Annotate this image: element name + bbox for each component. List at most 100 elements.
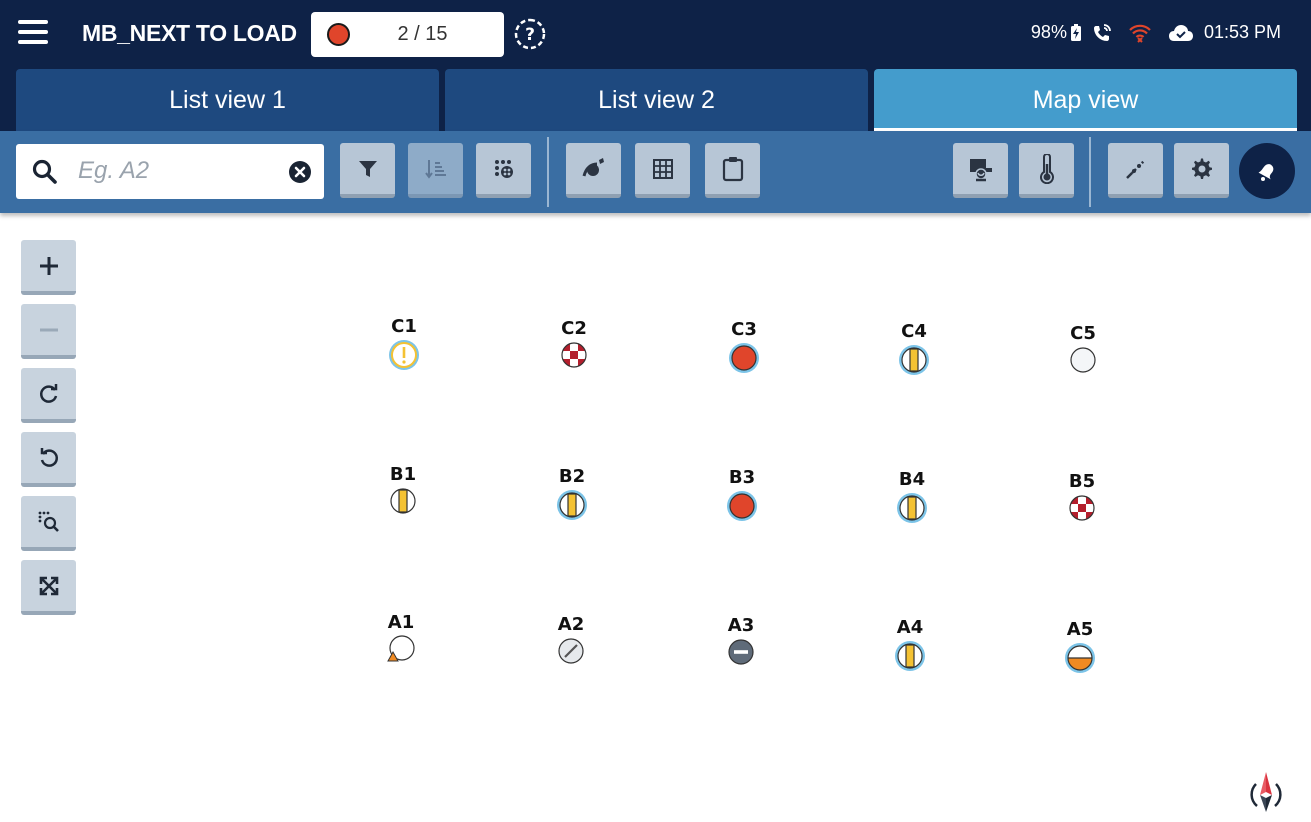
hose-icon [582, 157, 604, 176]
cell-label: B3 [728, 467, 756, 488]
minus-marker-icon [728, 639, 754, 665]
map-cell-b4[interactable]: B4 [872, 469, 952, 525]
expand-icon [39, 576, 58, 595]
rotate-counterclockwise-button[interactable] [21, 432, 76, 487]
grid-icon [652, 158, 673, 179]
map-cell-c5[interactable]: C5 [1043, 323, 1123, 375]
phone-wifi-call-icon [1093, 23, 1111, 41]
cell-label: C3 [731, 319, 757, 340]
connect-icon [1125, 159, 1145, 179]
map-cell-c1[interactable]: C1 [364, 316, 444, 372]
rotate-clockwise-button[interactable] [21, 368, 76, 423]
status-dot-icon [327, 23, 350, 46]
search-box [16, 144, 324, 199]
zoom-in-button[interactable] [21, 240, 76, 295]
cell-label: A5 [1066, 619, 1094, 640]
clear-search-icon[interactable] [288, 160, 312, 184]
yellow-bar-marker-icon [390, 488, 416, 514]
red-filled-marker-icon [729, 343, 759, 373]
map-cell-b5[interactable]: B5 [1042, 471, 1122, 523]
map-cell-a5[interactable]: A5 [1040, 619, 1120, 675]
truck-driver-button[interactable] [953, 143, 1008, 198]
slashed-marker-icon [558, 638, 584, 664]
grid-button[interactable] [635, 143, 690, 198]
cell-label: C1 [391, 316, 417, 337]
cloud-sync-icon [1168, 24, 1193, 41]
settings-button[interactable] [1174, 143, 1229, 198]
toolbar-divider [547, 137, 549, 207]
yellow-bar-marker-icon [899, 345, 929, 375]
battery-text: 98% [1030, 22, 1067, 42]
minus-icon [39, 328, 58, 331]
triangle-marker-icon [387, 635, 415, 662]
rotate-ccw-icon [40, 447, 58, 467]
cell-label: A4 [896, 617, 924, 638]
alert-bell-button[interactable] [1239, 143, 1295, 199]
app-title: MB_NEXT TO LOAD [82, 20, 297, 46]
map-cell-a3[interactable]: A3 [701, 615, 781, 667]
bell-icon [1258, 164, 1274, 181]
cell-label: A1 [387, 612, 415, 633]
map-cell-b1[interactable]: B1 [363, 464, 443, 516]
help-icon[interactable]: ? [513, 17, 547, 51]
cell-label: B4 [898, 469, 926, 490]
map-cell-a1[interactable]: A1 [361, 612, 441, 666]
zoom-to-selection-button[interactable] [21, 496, 76, 551]
progress-counter[interactable]: 2 / 15 [311, 12, 504, 57]
cell-label: C5 [1070, 323, 1096, 344]
truck-icon [969, 158, 992, 181]
clipboard-button[interactable] [705, 143, 760, 198]
connect-button[interactable] [1108, 143, 1163, 198]
counter-text: 2 / 15 [397, 23, 448, 45]
half-orange-marker-icon [1065, 643, 1095, 673]
sort-button[interactable] [408, 143, 463, 198]
gear-icon [1191, 158, 1212, 179]
cell-label: A2 [557, 614, 585, 635]
cell-label: B1 [389, 464, 417, 485]
tab-map-view[interactable]: Map view [874, 69, 1297, 131]
menu-icon[interactable] [18, 20, 48, 48]
tab-list-view-2[interactable]: List view 2 [445, 69, 868, 131]
search-input[interactable] [78, 154, 278, 188]
battery-charging-icon [1070, 23, 1081, 41]
checkered-marker-icon [1069, 495, 1095, 521]
cell-label: B2 [558, 466, 586, 487]
rotate-cw-icon [39, 383, 57, 403]
map-cell-c3[interactable]: C3 [704, 319, 784, 375]
temperature-button[interactable] [1019, 143, 1074, 198]
hose-button[interactable] [566, 143, 621, 198]
filter-button[interactable] [340, 143, 395, 198]
compass-icon[interactable] [1247, 770, 1285, 814]
svg-text:?: ? [525, 25, 535, 45]
cell-label: C2 [561, 318, 587, 339]
sort-icon [424, 159, 446, 179]
red-filled-marker-icon [727, 491, 757, 521]
map-cell-b2[interactable]: B2 [532, 466, 612, 522]
zoom-out-button[interactable] [21, 304, 76, 359]
yellow-bar-marker-icon [557, 490, 587, 520]
map-cell-a4[interactable]: A4 [870, 617, 950, 673]
map-cell-c4[interactable]: C4 [874, 321, 954, 377]
fit-to-screen-button[interactable] [21, 560, 76, 615]
empty-marker-icon [1070, 347, 1096, 373]
cell-label: B5 [1068, 471, 1096, 492]
toolbar [0, 131, 1311, 213]
header: MB_NEXT TO LOAD 2 / 15 ? 98% [0, 0, 1311, 131]
dots-icon [494, 159, 513, 178]
dots-button[interactable] [476, 143, 531, 198]
thermometer-icon [1039, 153, 1054, 184]
zoom-dots-icon [38, 511, 59, 532]
tab-list-view-1[interactable]: List view 1 [16, 69, 439, 131]
map-cell-a2[interactable]: A2 [531, 614, 611, 666]
checkered-marker-icon [561, 342, 587, 368]
toolbar-divider [1089, 137, 1091, 207]
cell-label: A3 [727, 615, 755, 636]
cell-label: C4 [901, 321, 927, 342]
map-cell-c2[interactable]: C2 [534, 318, 614, 370]
map-cell-b3[interactable]: B3 [702, 467, 782, 523]
yellow-bar-marker-icon [897, 493, 927, 523]
clock-text: 01:53 PM [1203, 22, 1281, 42]
yellow-bar-marker-icon [895, 641, 925, 671]
plus-icon [39, 256, 58, 275]
